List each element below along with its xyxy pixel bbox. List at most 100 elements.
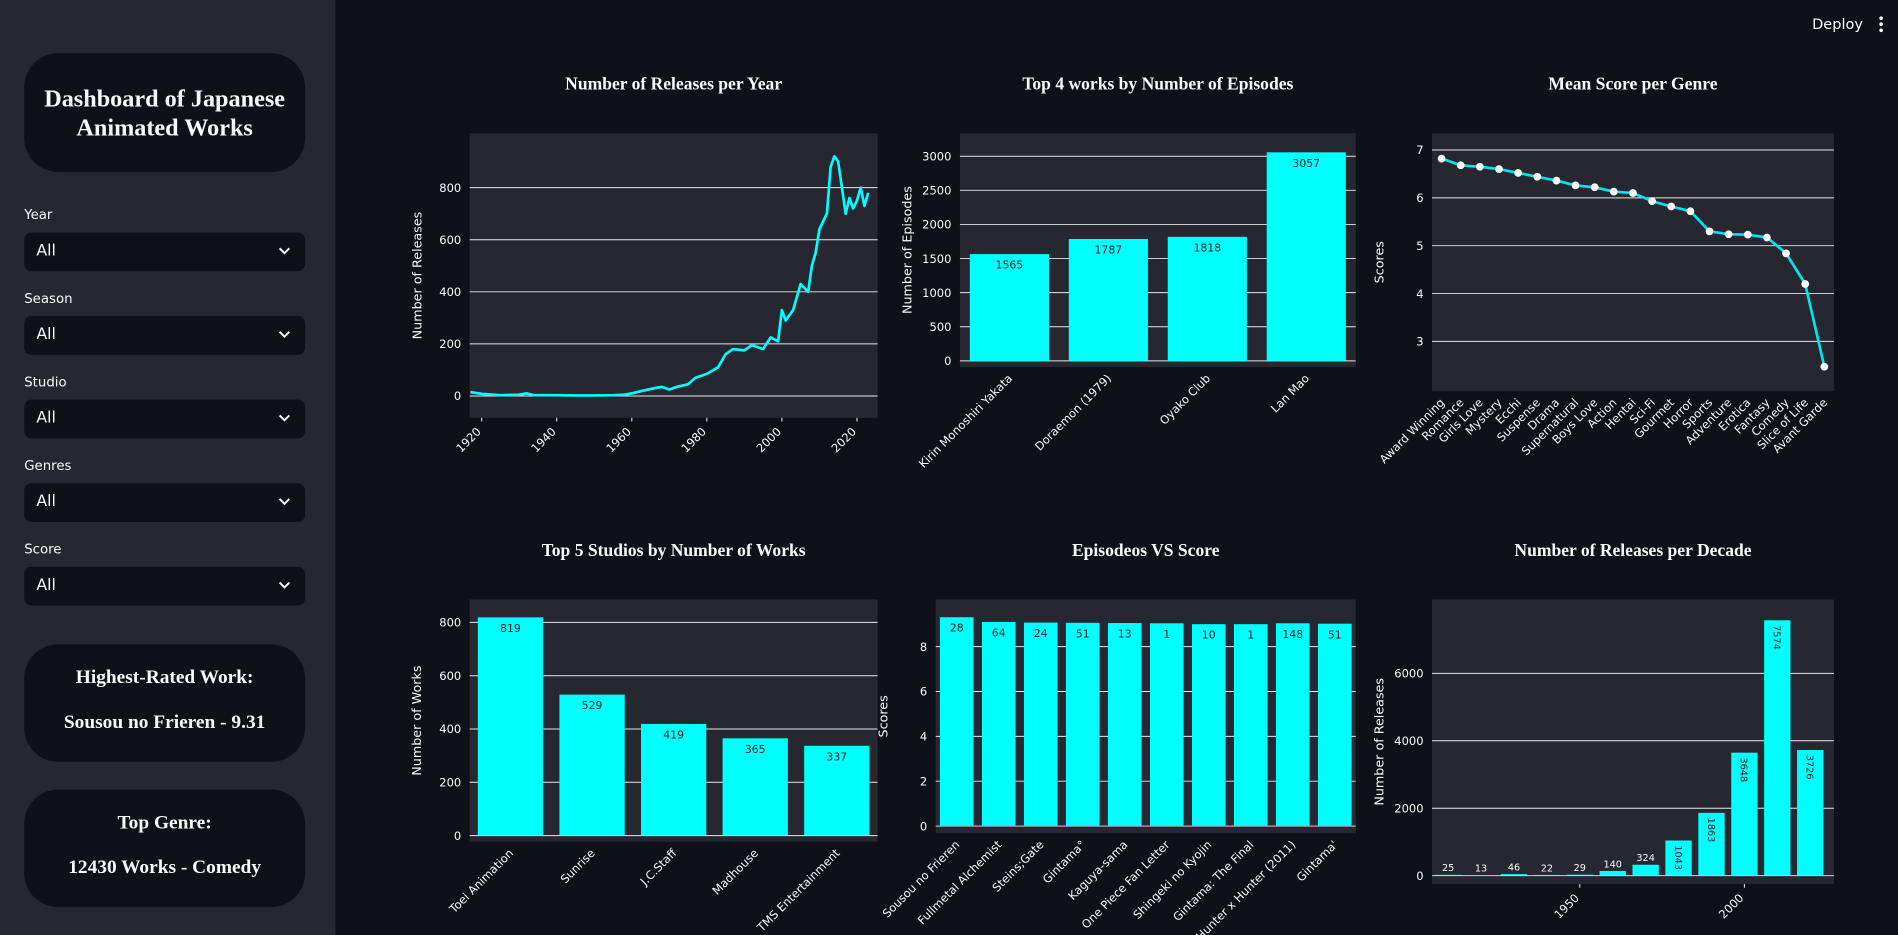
y-tick-label: 8 — [920, 640, 927, 654]
marker — [1686, 207, 1695, 216]
data-label: 3057 — [1292, 157, 1320, 170]
x-tick-label: J.C.Staff — [637, 845, 681, 889]
bar — [1665, 840, 1692, 876]
filter-select[interactable]: All — [24, 483, 306, 522]
bar — [477, 617, 544, 836]
data-label: 29 — [1574, 863, 1586, 874]
menu-button[interactable] — [1876, 15, 1886, 34]
y-tick-label: 0 — [920, 819, 927, 833]
dot — [1879, 16, 1883, 20]
y-axis-label: Number of Releases — [1372, 678, 1387, 806]
data-label: 419 — [663, 728, 684, 741]
filter-select[interactable]: All — [24, 566, 306, 606]
data-label: 1 — [1247, 629, 1254, 642]
y-tick-label: 0 — [454, 829, 461, 843]
chevron — [278, 331, 290, 339]
y-tick-label: 2 — [920, 774, 927, 788]
y-tick-label: 2000 — [922, 218, 951, 232]
bar — [1107, 623, 1142, 827]
bar — [1266, 152, 1346, 361]
bar — [1632, 864, 1659, 876]
y-tick-label: 400 — [439, 285, 461, 299]
marker — [1820, 362, 1829, 371]
bar — [1275, 623, 1310, 827]
chart-title: Top 4 works by Number of Episodes — [1022, 74, 1293, 94]
y-tick-label: 800 — [439, 181, 461, 195]
bar — [1068, 238, 1148, 361]
chevron — [278, 581, 290, 589]
filter-select[interactable]: All — [24, 399, 306, 439]
data-label: 1787 — [1095, 244, 1123, 257]
genre-card: Top Genre: 12430 Works - Comedy — [24, 789, 306, 908]
y-tick-label: 2000 — [1394, 801, 1423, 815]
marker — [1724, 230, 1733, 239]
filter-select[interactable]: All — [24, 316, 306, 355]
filter-label: Season — [24, 290, 73, 307]
data-label: 1 — [1163, 628, 1170, 641]
y-tick-label: 0 — [944, 354, 951, 368]
data-label: 3726 — [1804, 755, 1815, 780]
bar — [722, 738, 788, 836]
marker — [1648, 197, 1656, 206]
data-label: 51 — [1076, 627, 1090, 640]
deploy-button[interactable]: Deploy — [1812, 15, 1863, 33]
plot-area — [1432, 133, 1834, 392]
chevron — [278, 414, 290, 422]
x-tick-label: 1960 — [603, 425, 634, 456]
data-label: 28 — [950, 622, 964, 635]
x-tick-label: Toei Animation — [446, 846, 516, 916]
select-value: All — [36, 576, 56, 595]
dashboard-title: Dashboard of Japanese Animated Works — [44, 85, 286, 142]
data-label: 1565 — [996, 259, 1024, 272]
marker — [1590, 183, 1599, 192]
data-label: 1863 — [1705, 818, 1716, 843]
x-tick-label: 1950 — [1551, 891, 1582, 922]
y-tick-label: 800 — [439, 616, 461, 630]
x-tick-label: 2000 — [1716, 891, 1747, 922]
bar — [1698, 812, 1725, 876]
y-tick-label: 4000 — [1394, 734, 1423, 748]
data-label: 819 — [500, 622, 521, 635]
data-label: 22 — [1541, 863, 1553, 874]
bar — [1434, 874, 1462, 876]
y-tick-label: 200 — [439, 337, 461, 351]
data-label: 365 — [745, 743, 766, 756]
y-tick-label: 4 — [920, 730, 927, 744]
y-tick-label: 5 — [1416, 239, 1423, 253]
data-label: 148 — [1282, 628, 1303, 641]
line — [470, 155, 870, 397]
bar — [1233, 624, 1268, 827]
x-tick-label: Doraemon (1979) — [1032, 371, 1114, 453]
y-axis-label: Scores — [875, 695, 890, 737]
y-axis-label: Scores — [1372, 241, 1387, 283]
highest-card: Highest-Rated Work: Sousou no Frieren - … — [24, 644, 306, 762]
bar — [1149, 623, 1184, 827]
data-label: 140 — [1603, 859, 1621, 870]
data-label: 3648 — [1738, 758, 1749, 783]
marker — [1801, 280, 1810, 288]
sidebar: Dashboard of Japanese Animated Works Yea… — [0, 0, 336, 935]
chevron — [278, 247, 290, 255]
chart-title: Number of Releases per Year — [565, 74, 782, 94]
marker — [1629, 189, 1637, 197]
marker — [1437, 154, 1446, 163]
data-label: 24 — [1034, 627, 1048, 640]
y-tick-label: 0 — [1416, 869, 1423, 883]
marker — [1782, 249, 1790, 258]
marker — [1456, 161, 1465, 170]
data-label: 46 — [1508, 862, 1520, 873]
y-tick-label: 6 — [1416, 191, 1423, 205]
marker — [1609, 187, 1618, 196]
bar — [1065, 622, 1100, 827]
bar — [1764, 620, 1791, 876]
data-label: 64 — [992, 626, 1006, 639]
y-tick-label: 400 — [439, 722, 461, 736]
data-label: 10 — [1202, 629, 1216, 642]
marker — [1571, 181, 1580, 190]
y-axis-label: Number of Works — [409, 666, 424, 776]
marker — [1533, 172, 1542, 181]
filter-select[interactable]: All — [24, 232, 306, 272]
x-tick-label: Madhouse — [709, 846, 761, 898]
